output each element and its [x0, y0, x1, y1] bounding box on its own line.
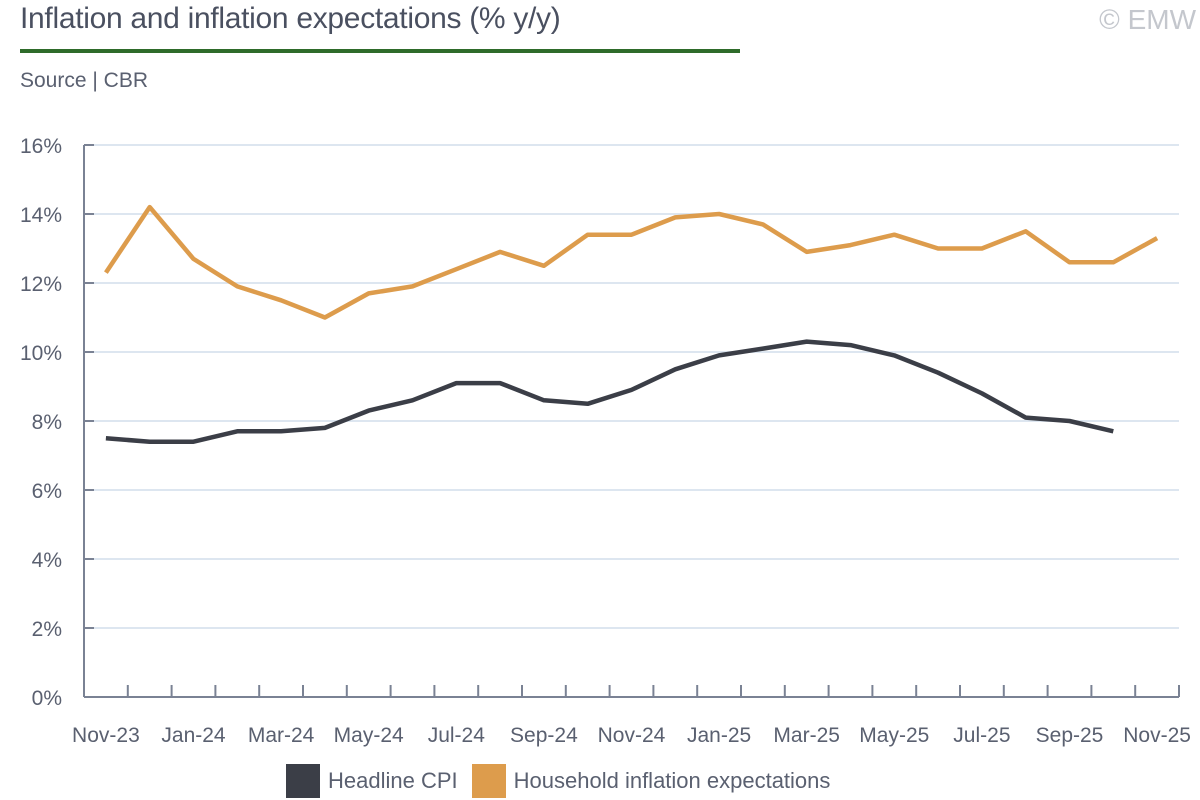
- x-tick-label: May-24: [334, 724, 404, 747]
- y-tick-label: 12%: [20, 273, 62, 296]
- x-tick-label: May-25: [859, 724, 929, 747]
- axes: [83, 144, 1180, 698]
- y-tick-label: 6%: [32, 480, 62, 503]
- series-line-household-expectations: [104, 204, 1159, 320]
- chart-title: Inflation and inflation expectations (% …: [20, 2, 561, 35]
- legend-swatch-expectations: [471, 764, 506, 798]
- legend-swatch-cpi: [286, 764, 320, 798]
- legend-item-cpi: Headline CPI: [286, 764, 458, 798]
- x-tick-label: Nov-25: [1123, 724, 1191, 747]
- x-tick-label: Jul-24: [428, 724, 486, 747]
- y-tick-label: 16%: [20, 135, 62, 158]
- y-tick-label: 0%: [32, 687, 62, 710]
- copyright-label: © EMW: [1099, 4, 1196, 35]
- legend: Headline CPI Household inflation expecta…: [286, 764, 844, 798]
- legend-item-expectations: Household inflation expectations: [471, 764, 831, 798]
- x-tick-label: Nov-24: [598, 724, 666, 747]
- series-lines: [104, 204, 1159, 444]
- source-label: Source | CBR: [20, 69, 148, 92]
- x-tick-label: Mar-24: [248, 724, 315, 747]
- y-tick-label: 2%: [32, 618, 62, 641]
- gridlines: [84, 144, 1179, 629]
- x-tick-label: Sep-25: [1036, 724, 1104, 747]
- x-tick-label: Jan-25: [687, 724, 751, 747]
- x-tick-label: Nov-23: [72, 724, 140, 747]
- title-underline: [20, 49, 740, 53]
- legend-label-cpi: Headline CPI: [328, 768, 458, 793]
- y-tick-label: 4%: [32, 549, 62, 572]
- y-tick-label: 10%: [20, 342, 62, 365]
- y-tick-label: 8%: [32, 411, 62, 434]
- tick-labels: 0% 2% 4% 6% 8% 10% 12% 14% 16% Nov-23 Jan-24 Mar-24…: [20, 135, 1191, 747]
- x-tick-label: Jul-25: [953, 724, 1010, 747]
- x-tick-label: Sep-24: [510, 724, 578, 747]
- x-tick-label: Jan-24: [161, 724, 226, 747]
- y-tick-label: 14%: [20, 204, 62, 227]
- x-tick-label: Mar-25: [773, 724, 840, 747]
- series-line-headline-cpi: [105, 339, 1114, 444]
- legend-label-expectations: Household inflation expectations: [513, 768, 831, 793]
